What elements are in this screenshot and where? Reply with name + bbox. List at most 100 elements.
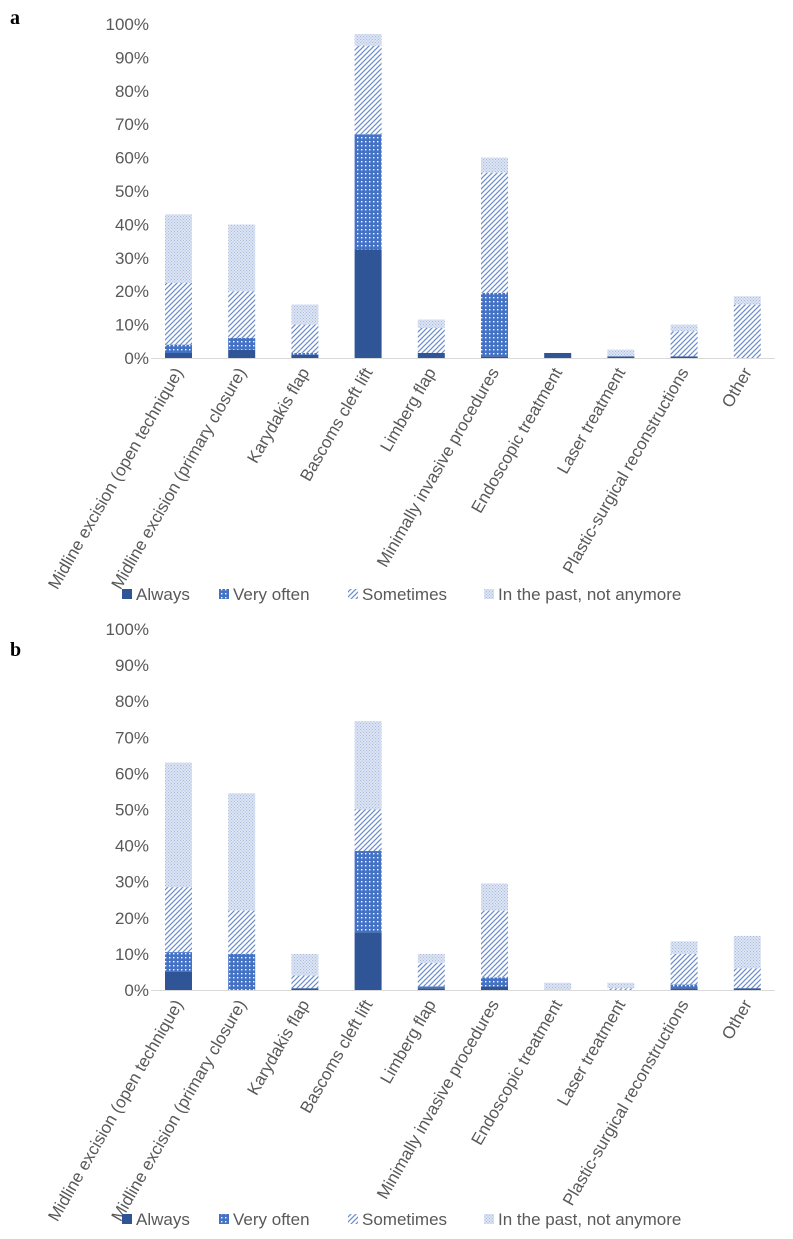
bar-segment-past [291,953,319,976]
bar-segment-past [165,762,192,888]
bar-segment-past [481,157,508,173]
bar-segment-sometimes [228,291,256,338]
legend-b: Always Very often Sometimes In the past, no… [122,1210,681,1229]
bar-segment-always [417,352,445,358]
y-axis-a: 0% 10% 20% 30% 40% 50% 60% 70% 80% 90% 100% [106,15,149,368]
panel-b: b 0% 10% 20% 30% 40% 50% 60% 70% 80% 90% 100% Midl… [10,620,775,1229]
bar-segment-sometimes [481,172,508,293]
bar-segment-past [607,349,635,357]
legend-label-always: Always [136,1210,190,1229]
x-tick-label-b: Other [718,996,756,1043]
bar-segment-sometimes [417,962,445,987]
bar-segment-sometimes [165,282,192,345]
legend-label-past: In the past, not anymore [498,1210,681,1229]
x-tick-label-a: Midline excision (open technique) [44,365,187,593]
x-axis-labels-b: Midline excision (open technique)Midline… [44,996,756,1224]
bar-segment-always [607,356,635,358]
bar-segment-always [481,986,508,990]
y-tick-label-a: 10% [115,316,149,335]
y-tick-label-b: 100% [106,620,149,639]
y-tick-label-a: 40% [115,215,149,234]
bar-segment-past [670,941,698,954]
bar-segment-sometimes [165,887,192,953]
legend-label-very-often: Very often [233,585,310,604]
legend-label-very-often: Very often [233,1210,310,1229]
y-tick-label-b: 90% [115,656,149,675]
y-tick-label-b: 70% [115,728,149,747]
x-tick-label-b: Laser treatment [553,996,629,1109]
y-tick-label-a: 90% [115,48,149,67]
x-tick-label-b: Minimally invasive procedures [373,997,503,1203]
bar-segment-always [291,988,319,990]
x-axis-labels-a: Midline excision (open technique)Midline… [44,364,756,592]
x-tick-label-a: Plastic-surgical reconstructions [559,365,693,577]
x-tick-label-a: Midline excision (primary closure) [108,365,251,593]
bar-segment-past [481,883,508,911]
x-tick-label-a: Limberg flap [377,365,440,456]
bar-segment-always [670,988,698,990]
bar-segment-past [354,721,382,810]
bar-segment-always [354,249,382,358]
x-tick-label-a: Minimally invasive procedures [373,365,503,571]
bar-segment-sometimes [733,304,761,358]
x-tick-label-a: Other [718,364,756,411]
bars-a [165,34,761,358]
bar-segment-very-often [165,344,192,353]
bars-b [165,721,761,990]
bar-segment-very-often [417,986,445,989]
bar-segment-very-often [165,952,192,972]
y-tick-label-a: 30% [115,249,149,268]
legend-swatch-very-often [219,589,229,599]
bar-segment-very-often [481,292,508,357]
bar-segment-always [733,988,761,990]
y-tick-label-a: 50% [115,182,149,201]
bar-segment-always [670,356,698,358]
bar-segment-sometimes [228,910,256,954]
legend-swatch-always [122,589,132,599]
bar-segment-past [417,319,445,328]
x-tick-label-b: Karydakis flap [244,997,314,1099]
panel-label-b: b [10,639,21,661]
y-tick-label-b: 40% [115,837,149,856]
legend-swatch-very-often [219,1214,229,1224]
bar-segment-past [417,953,445,963]
legend-swatch-sometimes [348,1214,358,1224]
y-tick-label-b: 30% [115,873,149,892]
x-tick-label-b: Midline excision (primary closure) [108,997,251,1225]
y-tick-label-a: 80% [115,82,149,101]
x-tick-label-b: Plastic-surgical reconstructions [559,997,693,1209]
bar-segment-past [733,935,761,969]
panel-a: a 0% 10% 20% 30% 40% 50% 60% 70% 80% 90% 100% Midl… [10,7,775,604]
panel-label-a: a [10,7,20,29]
bar-segment-past [228,224,256,292]
bar-segment-always [417,988,445,990]
bar-segment-past [607,982,635,989]
legend-swatch-sometimes [348,589,358,599]
x-tick-label-a: Karydakis flap [244,365,314,467]
bar-segment-sometimes [291,975,319,989]
bar-segment-past [354,34,382,46]
legend-a: Always Very often Sometimes In the past, no… [122,585,681,604]
bar-segment-very-often [354,134,382,250]
y-tick-label-a: 100% [106,15,149,34]
bar-segment-very-often [354,851,382,933]
y-tick-label-b: 60% [115,764,149,783]
legend-label-past: In the past, not anymore [498,585,681,604]
bar-segment-sometimes [670,953,698,985]
bar-segment-very-often [481,977,508,987]
x-tick-label-a: Laser treatment [553,364,629,477]
bar-segment-sometimes [481,910,508,978]
bar-segment-always [165,352,192,358]
bar-segment-sometimes [607,988,635,990]
y-tick-label-b: 20% [115,909,149,928]
x-tick-label-b: Midline excision (open technique) [44,997,187,1225]
y-tick-label-b: 80% [115,692,149,711]
legend-label-sometimes: Sometimes [362,585,447,604]
y-tick-label-a: 20% [115,282,149,301]
x-tick-label-b: Limberg flap [377,997,440,1088]
legend-swatch-always [122,1214,132,1224]
bar-segment-always [544,352,572,358]
y-tick-label-a: 70% [115,115,149,134]
legend-label-sometimes: Sometimes [362,1210,447,1229]
bar-segment-very-often [291,352,319,355]
